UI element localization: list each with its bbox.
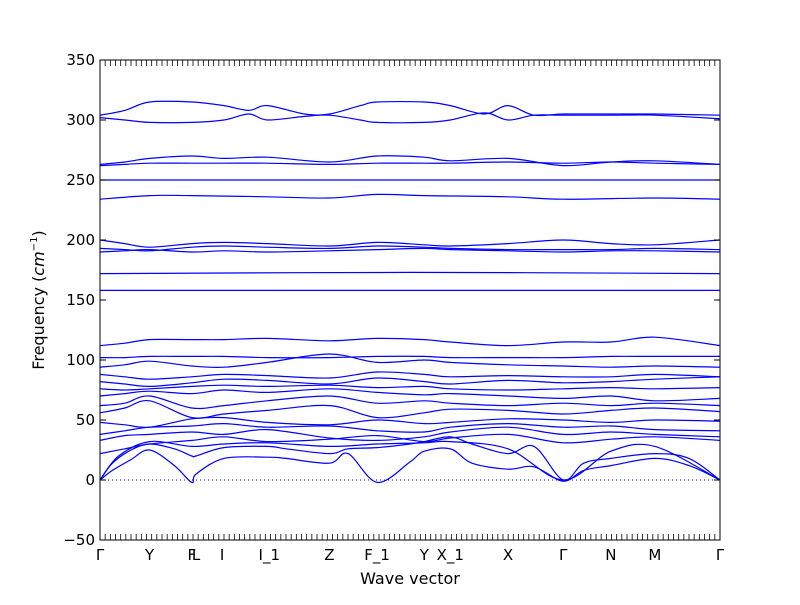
x-axis-label: Wave vector	[360, 569, 460, 588]
phonon-branch-18	[99, 271, 721, 275]
x-tick-label: I_1	[259, 546, 280, 565]
y-axis-label-unit: cm	[29, 251, 48, 275]
phonon-branch-15	[99, 355, 720, 359]
x-tick-label: Γ	[559, 546, 568, 564]
x-tick-label: Γ	[716, 546, 725, 564]
y-tick-label: 350	[66, 51, 95, 69]
series-layer	[99, 100, 721, 484]
phonon-branch-7	[99, 416, 721, 429]
y-axis-label-unit-close: )	[29, 230, 48, 236]
y-tick-label: 150	[66, 291, 95, 309]
x-tick-label: M	[648, 546, 661, 564]
y-tick-label: 50	[76, 411, 95, 429]
x-tick-label: F_1	[364, 546, 390, 565]
phonon-branch-8	[99, 399, 721, 419]
phonon-branch-12	[99, 376, 721, 388]
x-tick-label: Y	[144, 546, 155, 564]
phonon-branch-26	[99, 100, 721, 117]
phonon-branch-11	[99, 384, 721, 391]
x-tick-label: Z	[324, 546, 334, 564]
phonon-branch-9	[99, 395, 721, 410]
y-tick-label: 0	[85, 471, 95, 489]
phonon-branch-25	[99, 161, 721, 167]
y-tick-label: −50	[63, 531, 95, 549]
phonon-branch-22	[99, 193, 721, 200]
y-axis-label-unit-open: (	[29, 276, 48, 287]
x-tick-label: L	[192, 546, 201, 564]
plot-frame	[99, 59, 721, 541]
phonon-branch-27	[99, 112, 721, 124]
phonon-branch-13	[99, 371, 721, 380]
phonon-branch-6	[99, 422, 721, 435]
x-tick-label: X_1	[437, 546, 464, 565]
phonon-branch-20	[99, 245, 721, 252]
ticks-layer: −50 0 50 100 150 200 250 300 350 Γ Y FL I I_1 Z F_1 Y X_1…	[63, 51, 724, 565]
phonon-branch-16	[99, 336, 721, 347]
y-tick-label: 200	[66, 231, 95, 249]
phonon-branch-21	[99, 239, 721, 248]
x-tick-label: N	[605, 546, 616, 564]
x-tick-label: Y	[419, 546, 430, 564]
phonon-branch-14	[99, 353, 721, 369]
y-tick-label: 250	[66, 171, 95, 189]
y-axis-label-text: Frequency	[29, 287, 48, 370]
x-tick-label: I	[220, 546, 224, 564]
y-axis-label-unit-exponent: −1	[29, 237, 40, 252]
phonon-branch-4	[99, 433, 721, 455]
phonon-branch-5	[99, 426, 721, 442]
phonon-branch-3	[99, 440, 721, 481]
phonon-branch-10	[99, 388, 721, 402]
x-tick-label: F	[187, 546, 196, 564]
x-tick-label: Γ	[96, 546, 105, 564]
x-tick-label: X	[503, 546, 513, 564]
y-tick-label: 100	[66, 351, 95, 369]
y-tick-label: 300	[66, 111, 95, 129]
phonon-branch-2	[99, 436, 721, 481]
y-axis-label: Frequency (cm−1)	[29, 230, 48, 369]
